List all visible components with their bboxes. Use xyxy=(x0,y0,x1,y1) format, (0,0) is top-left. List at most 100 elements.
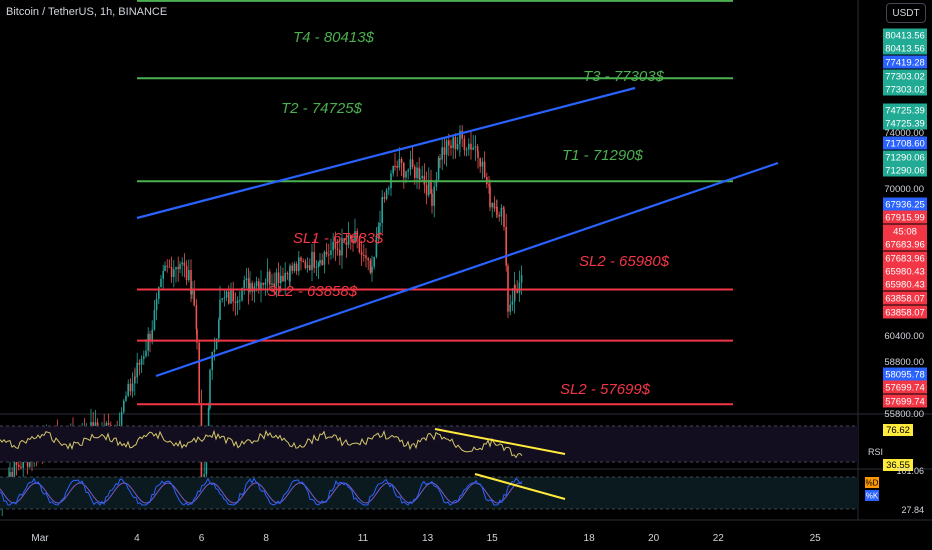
candle-body xyxy=(403,162,405,178)
candle-body xyxy=(269,271,271,285)
candle-body xyxy=(291,265,293,271)
candle-body xyxy=(131,383,134,392)
candle-body xyxy=(243,280,245,288)
candle-body xyxy=(498,214,500,217)
candle-body xyxy=(518,282,521,293)
candle-body xyxy=(500,207,503,217)
candle-body xyxy=(468,143,470,150)
time-axis-label: 25 xyxy=(810,533,822,544)
candle-body xyxy=(304,261,307,269)
candle-body xyxy=(334,241,337,249)
candle-body xyxy=(419,178,421,180)
candle-body xyxy=(230,289,232,304)
candle-body xyxy=(120,412,123,426)
candle-body xyxy=(260,282,262,290)
candle-body xyxy=(332,241,334,251)
rsi-tag-value: 76.62 xyxy=(886,425,910,436)
price-axis-label: 55800.00 xyxy=(884,409,924,420)
candle-body xyxy=(456,144,459,150)
candle-body xyxy=(489,186,491,208)
candle-body xyxy=(416,167,418,179)
price-tag xyxy=(883,150,927,164)
currency-button[interactable]: USDT xyxy=(886,3,926,23)
price-tag-label: 65980.43 xyxy=(885,267,925,278)
price-tag xyxy=(883,55,927,69)
price-tag xyxy=(883,28,927,42)
candle-body xyxy=(394,165,396,167)
candle-body xyxy=(175,267,177,270)
candle-body xyxy=(414,166,416,179)
candle-body xyxy=(11,471,13,480)
time-axis-label: 22 xyxy=(713,533,725,544)
candle-body xyxy=(236,300,239,303)
candle-body xyxy=(136,362,138,378)
channel-upper-line xyxy=(136,86,636,220)
candle-body xyxy=(367,258,369,261)
price-tag xyxy=(883,291,927,305)
candle-body xyxy=(343,238,345,243)
candle-body xyxy=(219,299,221,320)
candle-body xyxy=(209,369,211,409)
candle-body xyxy=(302,260,304,262)
stoch-divergence-line xyxy=(474,473,566,500)
candle-body xyxy=(437,158,440,180)
price-axis-label: 70000.00 xyxy=(884,184,924,195)
candle-body xyxy=(173,269,175,278)
candle-body xyxy=(459,130,461,141)
candle-body xyxy=(315,266,318,268)
candle-body xyxy=(179,264,181,270)
candle-body xyxy=(465,149,468,151)
candle-body xyxy=(298,257,300,272)
candle-body xyxy=(280,275,282,284)
candle-body xyxy=(183,262,186,266)
candle-body xyxy=(472,147,474,150)
price-axis-label: 58800.00 xyxy=(884,357,924,368)
price-tag xyxy=(883,224,927,238)
candle-body xyxy=(289,265,291,282)
candle-body xyxy=(241,287,243,301)
candle-body xyxy=(325,252,328,255)
price-tag xyxy=(883,69,927,83)
candle-body xyxy=(306,265,309,269)
candle-body xyxy=(15,460,18,465)
candle-body xyxy=(461,130,463,139)
candle-body xyxy=(454,137,457,150)
candle-body xyxy=(411,159,414,167)
time-axis-label: 20 xyxy=(648,533,660,544)
candle-body xyxy=(317,263,320,267)
candle-body xyxy=(341,238,343,256)
candle-body xyxy=(511,301,514,305)
price-tag xyxy=(883,237,927,251)
candle-body xyxy=(385,189,388,199)
rsi-tag xyxy=(883,424,913,436)
rsi-last-value: 36.55 xyxy=(886,460,910,471)
price-tag-label: 77303.02 xyxy=(885,85,925,96)
price-tag-label: 63858.07 xyxy=(885,294,925,305)
stoch-d-line xyxy=(0,482,523,504)
candle-body xyxy=(350,235,352,240)
candle-body xyxy=(191,288,193,295)
candle-body xyxy=(345,242,348,245)
candle-body xyxy=(223,297,226,299)
candle-body xyxy=(138,362,141,365)
candle-body xyxy=(430,179,432,194)
candle-body xyxy=(123,400,125,413)
candle-body xyxy=(356,231,358,238)
candle-body xyxy=(293,263,296,271)
price-tag xyxy=(883,380,927,394)
candle-body xyxy=(145,350,147,357)
candle-body xyxy=(255,281,258,287)
stoch-k-line xyxy=(0,477,523,506)
stoch-d-tag xyxy=(865,477,879,488)
candle-body xyxy=(450,145,452,148)
price-axis-label: 60400.00 xyxy=(884,331,924,342)
candle-body xyxy=(441,147,443,160)
price-tag xyxy=(883,251,927,265)
candle-body xyxy=(360,252,363,256)
candle-body xyxy=(282,275,284,282)
level-label: SL2 - 57699$ xyxy=(560,381,651,398)
candle-body xyxy=(9,471,11,478)
candle-body xyxy=(147,333,149,351)
candle-body xyxy=(375,235,378,257)
